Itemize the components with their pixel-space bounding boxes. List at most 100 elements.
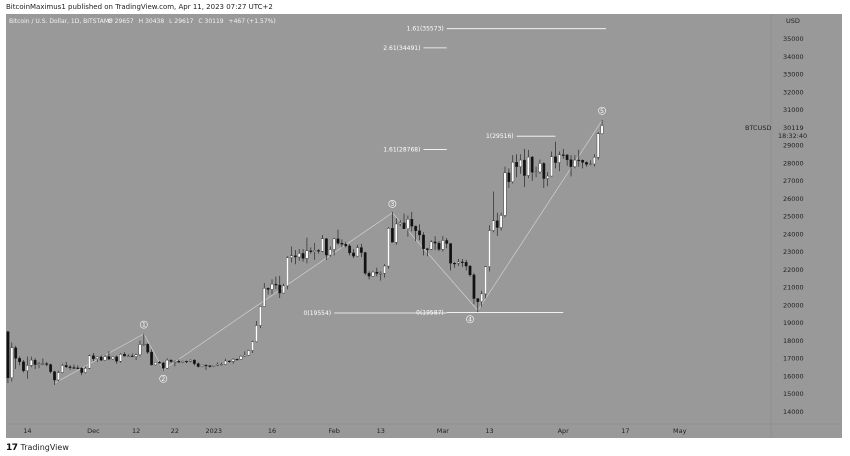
candle[interactable] bbox=[204, 364, 208, 370]
candle[interactable] bbox=[356, 244, 359, 257]
candle[interactable] bbox=[60, 363, 64, 374]
candle[interactable] bbox=[550, 151, 553, 177]
candle[interactable] bbox=[348, 244, 352, 256]
candle[interactable] bbox=[99, 355, 103, 361]
candle[interactable] bbox=[387, 226, 390, 269]
candle[interactable] bbox=[367, 271, 371, 280]
candle[interactable] bbox=[189, 359, 192, 363]
candle[interactable] bbox=[425, 247, 429, 257]
candle[interactable] bbox=[437, 241, 441, 251]
candle[interactable] bbox=[251, 340, 254, 354]
candle[interactable] bbox=[146, 343, 150, 354]
candle[interactable] bbox=[173, 360, 177, 367]
candle[interactable] bbox=[449, 243, 453, 271]
candle[interactable] bbox=[589, 160, 592, 166]
candle[interactable] bbox=[581, 159, 585, 169]
candle[interactable] bbox=[10, 342, 14, 382]
candle[interactable] bbox=[76, 365, 80, 369]
candle[interactable] bbox=[445, 237, 449, 249]
candle[interactable] bbox=[561, 148, 565, 159]
candle[interactable] bbox=[398, 219, 402, 227]
candle[interactable] bbox=[592, 154, 596, 167]
candle[interactable] bbox=[247, 349, 251, 356]
candle[interactable] bbox=[270, 279, 274, 295]
candle[interactable] bbox=[14, 345, 18, 369]
candle[interactable] bbox=[255, 321, 258, 343]
price-axis-area[interactable] bbox=[771, 14, 842, 424]
candle[interactable] bbox=[375, 267, 379, 277]
wave-label[interactable]: 1 bbox=[139, 320, 148, 329]
candle[interactable] bbox=[192, 359, 196, 366]
candle[interactable] bbox=[111, 356, 115, 360]
candle[interactable] bbox=[88, 354, 91, 369]
candle[interactable] bbox=[585, 161, 588, 167]
candle[interactable] bbox=[472, 273, 476, 305]
candle[interactable] bbox=[196, 362, 200, 368]
candle[interactable] bbox=[119, 353, 122, 363]
candle[interactable] bbox=[216, 362, 220, 367]
wave-label[interactable]: 4 bbox=[466, 315, 474, 324]
candle[interactable] bbox=[158, 360, 161, 364]
time-axis-area[interactable] bbox=[6, 424, 771, 438]
candle[interactable] bbox=[410, 211, 414, 232]
candle[interactable] bbox=[169, 359, 173, 363]
candle[interactable] bbox=[577, 149, 581, 167]
candle[interactable] bbox=[305, 237, 309, 264]
candle[interactable] bbox=[185, 360, 188, 364]
candle[interactable] bbox=[220, 362, 223, 366]
candle[interactable] bbox=[208, 364, 212, 368]
candle[interactable] bbox=[142, 333, 146, 346]
candle[interactable] bbox=[429, 240, 433, 251]
candle[interactable] bbox=[557, 151, 561, 172]
candle[interactable] bbox=[495, 212, 499, 236]
plot-area[interactable] bbox=[6, 14, 771, 424]
candle[interactable] bbox=[161, 361, 165, 371]
candle[interactable] bbox=[530, 155, 534, 181]
candle[interactable] bbox=[29, 356, 33, 368]
candle[interactable] bbox=[542, 162, 546, 188]
candle[interactable] bbox=[324, 237, 328, 260]
candle[interactable] bbox=[414, 225, 418, 242]
candle[interactable] bbox=[511, 155, 515, 184]
candle[interactable] bbox=[6, 330, 10, 384]
candle[interactable] bbox=[45, 361, 49, 367]
candle[interactable] bbox=[115, 355, 119, 364]
candle[interactable] bbox=[371, 271, 375, 277]
candle[interactable] bbox=[239, 355, 243, 360]
candle[interactable] bbox=[130, 353, 134, 358]
candle[interactable] bbox=[402, 213, 406, 229]
candle[interactable] bbox=[37, 361, 41, 369]
candle[interactable] bbox=[565, 154, 569, 166]
candlestick-chart[interactable]: 1.61(35573) 2.61(34491) 1(29516) 1.61(28768… bbox=[6, 14, 842, 438]
candle[interactable] bbox=[352, 249, 355, 259]
candle[interactable] bbox=[64, 361, 68, 369]
candle[interactable] bbox=[453, 262, 456, 268]
candle[interactable] bbox=[480, 290, 484, 307]
candle[interactable] bbox=[150, 349, 154, 366]
candle[interactable] bbox=[468, 265, 472, 277]
candle[interactable] bbox=[243, 351, 247, 357]
candle[interactable] bbox=[126, 354, 130, 357]
candle[interactable] bbox=[363, 251, 367, 275]
wave-label[interactable]: 3 bbox=[388, 200, 397, 208]
candle[interactable] bbox=[286, 256, 289, 290]
candle[interactable] bbox=[72, 364, 76, 369]
candle[interactable] bbox=[274, 276, 278, 290]
candle[interactable] bbox=[394, 218, 398, 245]
candle[interactable] bbox=[554, 141, 557, 169]
candle[interactable] bbox=[484, 266, 487, 299]
candle[interactable] bbox=[278, 275, 282, 298]
candle[interactable] bbox=[235, 358, 239, 361]
candle[interactable] bbox=[91, 353, 95, 361]
candle[interactable] bbox=[224, 358, 227, 365]
candle[interactable] bbox=[49, 363, 53, 374]
candle[interactable] bbox=[332, 237, 336, 256]
candle[interactable] bbox=[379, 271, 383, 281]
candle[interactable] bbox=[293, 250, 297, 265]
candle[interactable] bbox=[336, 229, 340, 245]
candle[interactable] bbox=[464, 259, 468, 271]
candle[interactable] bbox=[499, 212, 503, 231]
candle[interactable] bbox=[301, 249, 305, 262]
candle[interactable] bbox=[123, 352, 126, 357]
candle[interactable] bbox=[200, 364, 204, 368]
